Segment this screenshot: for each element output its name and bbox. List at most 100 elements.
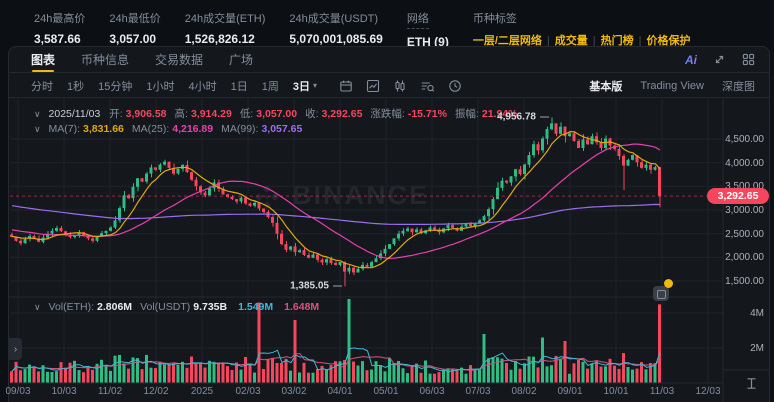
price-axis-label: 3,500.00 [725, 181, 764, 193]
price-axis-label: 4,000.00 [725, 157, 764, 169]
tabs-list: 图表 币种信息 交易数据 广场 [31, 47, 279, 72]
ticker-stats-bar: 24h最高价 3,587.66 24h最低价 3,057.00 24h成交量(ETH) 1… [34, 10, 690, 49]
tabs-right-tools: Ai [685, 53, 755, 67]
coin-tag-link[interactable]: 价格保护 [634, 32, 690, 48]
candle-date: 2025/11/03 [48, 108, 101, 120]
ticker-stat: 24h最高价 3,587.66 [34, 10, 85, 49]
chart-sticker-icon[interactable] [653, 286, 669, 301]
stat-label: 币种标签 [472, 13, 517, 25]
price-annotation: 1,385.05 [290, 281, 342, 292]
time-axis-label: 2025 [190, 386, 214, 397]
volume-legend-row: ∨ Vol(ETH): 2.806M Vol(USDT) 9.735B 1.549M 1.… [34, 301, 327, 313]
chevron-down-icon: ▾ [313, 81, 318, 90]
current-price-badge: 3,292.65 [707, 188, 769, 205]
interval-button[interactable]: 1日 [230, 80, 248, 93]
interval-list: 分时 1秒 15分钟 1小时 4小时 1日 1周 [31, 78, 293, 94]
time-axis-label: 03/02 [281, 386, 307, 397]
volume-axis-label: 2M [750, 343, 764, 354]
time-axis-label: 09/01 [557, 386, 583, 397]
chart-mode-switch: 基本版 Trading View 深度图 [589, 78, 755, 94]
ticker-stat: 24h最低价 3,057.00 [109, 10, 160, 49]
history-clock-icon[interactable] [448, 79, 462, 93]
legend-pair: 振幅: 21.94% [454, 108, 518, 120]
time-axis-label: 07/03 [465, 386, 491, 397]
collapse-chevron-icon[interactable]: ∨ [34, 124, 41, 134]
candlestick-style-icon[interactable] [393, 79, 407, 93]
time-axis-label: 06/03 [419, 386, 445, 397]
legend-pair: MA(25): 4,216.89 [131, 123, 214, 135]
legend-pair: 高: 3,914.29 [174, 108, 232, 120]
stat-label: 24h成交量(USDT) [289, 13, 379, 25]
legend-pair: Vol(ETH): 2.806M [48, 301, 133, 313]
mode-button[interactable]: 深度图 [722, 80, 755, 93]
interval-button[interactable]: 15分钟 [98, 80, 133, 93]
tab-1[interactable]: 币种信息 [81, 53, 130, 67]
legend-pair: 1.549M [238, 301, 274, 313]
indicators-icon[interactable] [420, 79, 435, 93]
ohlc-legend-row: ∨ 2025/11/03 开: 3,906.58 高: 3,914.29 低: 3,057… [34, 106, 525, 121]
calendar-icon[interactable] [339, 79, 353, 93]
interval-button[interactable]: 分时 [31, 80, 53, 93]
fullscreen-icon[interactable] [713, 53, 726, 66]
legend-pair: 开: 3,906.58 [109, 108, 167, 120]
volume-axis-label: 4M [750, 308, 764, 319]
price-axis-label: 4,500.00 [725, 134, 764, 145]
price-axis-label: 3,000.00 [725, 205, 764, 216]
time-axis-label: 09/03 [5, 386, 31, 397]
coin-tag-link[interactable]: 成交量 [542, 32, 588, 48]
legend-pair: 涨跌幅: -15.71% [370, 108, 447, 120]
time-axis-label: 11/03 [649, 386, 675, 397]
ma-legend-row: ∨ MA(7): 3,831.66 MA(25): 4,216.89 MA(99): 3,… [34, 123, 310, 135]
collapse-chevron-icon[interactable]: ∨ [34, 302, 41, 312]
coin-tag-link[interactable]: 一层/二层网络 [472, 35, 542, 47]
stat-label: 24h最高价 [34, 13, 86, 25]
ai-assistant-button[interactable]: Ai [685, 52, 697, 67]
interval-button[interactable]: 1小时 [146, 80, 175, 93]
time-axis-label: 12/03 [695, 386, 721, 397]
tab-3[interactable]: 广场 [229, 53, 254, 67]
interval-selected[interactable]: 3日 [292, 80, 310, 93]
interval-button[interactable]: 1秒 [67, 80, 85, 93]
left-panel-expand-button[interactable]: › [9, 338, 22, 360]
time-axis-label: 12/02 [143, 386, 169, 397]
sticker-notification-dot [664, 279, 673, 288]
interval-button[interactable]: 1周 [261, 80, 279, 93]
scale-adjust-icon[interactable] [744, 376, 759, 396]
tab-2[interactable]: 交易数据 [155, 53, 204, 67]
chart-tabs-row: 图表 币种信息 交易数据 广场 Ai [9, 47, 769, 73]
mode-button[interactable]: 基本版 [589, 80, 623, 93]
time-axis-label: 02/03 [235, 386, 261, 397]
legend-pair: 低: 3,057.00 [239, 108, 298, 120]
stat-value: ETH (9) [406, 35, 449, 49]
stat-value: 3,587.66 [34, 32, 81, 46]
legend-pair: 收: 3,292.65 [305, 108, 363, 120]
collapse-chevron-icon[interactable]: ∨ [34, 109, 41, 119]
stat-label: 24h成交量(ETH) [184, 13, 266, 25]
coin-tag-link[interactable]: 热门榜 [588, 32, 634, 48]
time-axis-label: 04/01 [327, 386, 353, 397]
time-axis-label: 05/01 [373, 386, 399, 397]
legend-pair: MA(7): 3,831.66 [48, 123, 124, 135]
binance-watermark-logo: BINANCE [252, 180, 429, 211]
price-axis-label: 1,500.00 [725, 276, 764, 287]
tab-chart[interactable]: 图表 [31, 47, 55, 72]
chart-toolbar: 分时 1秒 15分钟 1小时 4小时 1日 1周 3日 ▾ [9, 74, 769, 98]
toolbar-icons [339, 79, 462, 93]
ticker-stat: 网络 ETH (9) [406, 10, 449, 49]
price-axis-label: 2,000.00 [725, 252, 764, 264]
stat-label: 网络 [406, 10, 429, 29]
stat-value: 5,070,001,085.69 [289, 32, 383, 46]
stat-value: 3,057.00 [109, 32, 157, 46]
time-axis-label: 10/01 [603, 386, 629, 397]
time-axis-label: 11/02 [97, 386, 123, 397]
layout-grid-icon[interactable] [742, 53, 755, 66]
line-chart-icon[interactable] [366, 79, 380, 93]
price-annotation: 4,956.78 [497, 112, 549, 123]
legend-pair: 1.648M [284, 301, 320, 313]
ticker-stat: 24h成交量(USDT) 5,070,001,085.69 [289, 10, 382, 49]
mode-button[interactable]: Trading View [640, 79, 704, 92]
stat-label: 24h最低价 [109, 13, 161, 25]
interval-button[interactable]: 4小时 [188, 80, 217, 93]
